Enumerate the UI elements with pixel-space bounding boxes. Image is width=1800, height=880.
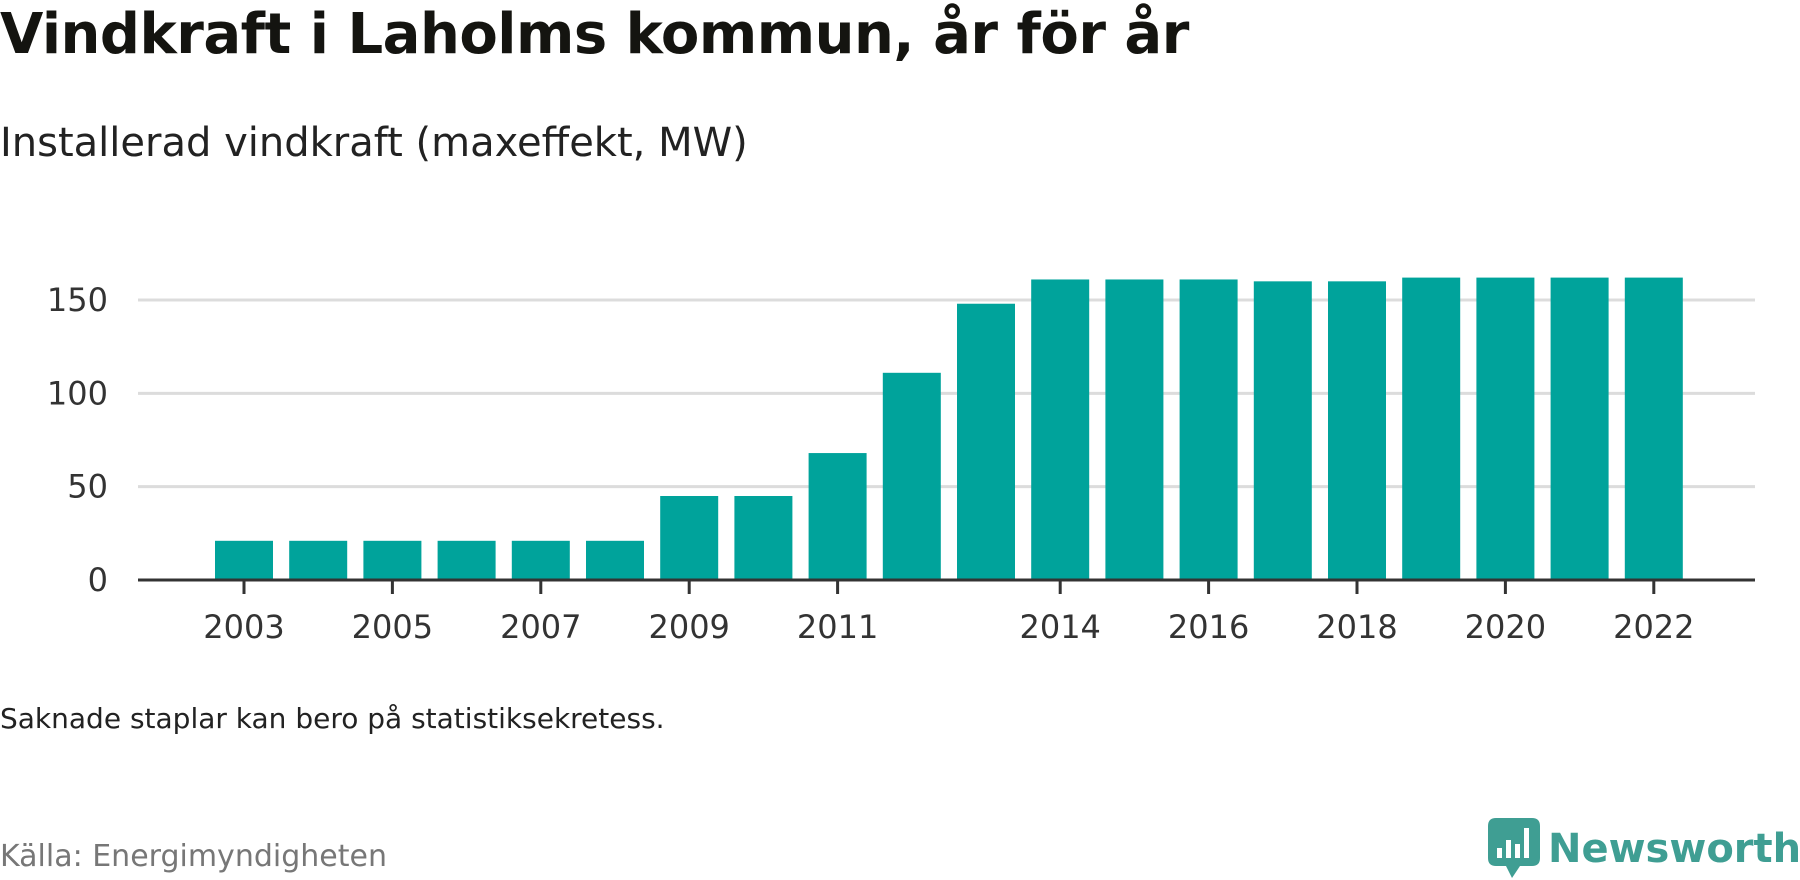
chart-subtitle: Installerad vindkraft (maxeffekt, MW) xyxy=(0,120,748,166)
bar-2003 xyxy=(215,540,273,580)
bar-2006 xyxy=(437,540,496,580)
bar-2004 xyxy=(289,540,348,580)
x-tick-label: 2005 xyxy=(352,608,433,646)
x-tick-label: 2014 xyxy=(1019,608,1100,646)
x-tick-label: 2009 xyxy=(648,608,729,646)
bar-2018 xyxy=(1328,281,1386,580)
bar-2016 xyxy=(1179,279,1238,580)
source-text: Källa: Energimyndigheten xyxy=(0,839,387,874)
axes: 0 50 100 150 2003 2005 2007 2009 2011 2014 2016 201… xyxy=(47,281,1755,646)
bar-2011 xyxy=(808,453,867,580)
x-tick-label: 2022 xyxy=(1613,608,1694,646)
x-tick-label: 2020 xyxy=(1465,608,1546,646)
y-tick-label: 150 xyxy=(47,281,108,319)
brand-name: Newsworthy xyxy=(1548,826,1800,872)
bar-2013 xyxy=(957,303,1015,580)
bar-2009 xyxy=(660,496,719,580)
y-tick-label: 100 xyxy=(47,374,108,412)
bar-chart: 0 50 100 150 2003 2005 2007 2009 2011 2014 2016 201… xyxy=(47,277,1755,646)
bar-2015 xyxy=(1105,279,1164,580)
newsworthy-logo-icon xyxy=(1488,818,1540,878)
x-tick-label: 2007 xyxy=(500,608,581,646)
x-tick-label: 2003 xyxy=(203,608,284,646)
chart-title: Vindkraft i Laholms kommun, år för år xyxy=(0,2,1189,67)
y-tick-label: 0 xyxy=(88,561,108,599)
bar-2017 xyxy=(1253,281,1312,580)
bar-2010 xyxy=(734,496,793,580)
footnote: Saknade staplar kan bero på statistiksek… xyxy=(0,702,665,735)
bar-2019 xyxy=(1402,277,1461,580)
bar-2007 xyxy=(511,540,570,580)
bar-2005 xyxy=(363,540,422,580)
bar-2012 xyxy=(882,372,941,580)
bar-2022 xyxy=(1624,277,1683,580)
bar-2008 xyxy=(586,540,644,580)
bar-2020 xyxy=(1476,277,1535,580)
x-tick-label: 2016 xyxy=(1168,608,1249,646)
y-tick-label: 50 xyxy=(67,468,108,506)
bars xyxy=(215,277,1683,580)
brand: Newsworthy xyxy=(1488,818,1800,880)
x-tick-label: 2011 xyxy=(797,608,878,646)
bar-2021 xyxy=(1550,277,1609,580)
x-tick-label: 2018 xyxy=(1316,608,1397,646)
bar-2014 xyxy=(1031,279,1090,580)
